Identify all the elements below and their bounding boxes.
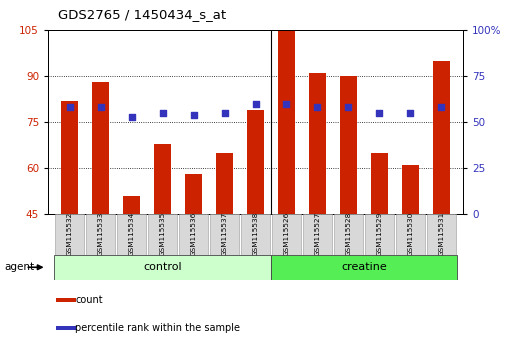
Text: GSM115538: GSM115538	[252, 212, 258, 256]
Text: percentile rank within the sample: percentile rank within the sample	[75, 322, 239, 333]
Bar	[401, 165, 418, 214]
Bar	[179, 214, 208, 255]
Bar	[246, 110, 264, 214]
Text: GSM115532: GSM115532	[67, 212, 73, 256]
Bar	[86, 214, 115, 255]
Bar	[432, 61, 449, 214]
Bar	[333, 214, 362, 255]
Bar	[364, 214, 393, 255]
Point	[436, 104, 444, 110]
Bar	[56, 298, 76, 302]
Text: GSM115536: GSM115536	[190, 212, 196, 256]
Bar	[302, 214, 331, 255]
Bar	[210, 214, 239, 255]
Text: GSM115528: GSM115528	[345, 212, 351, 256]
Text: GSM115526: GSM115526	[283, 212, 289, 256]
Point	[127, 114, 135, 119]
Point	[96, 104, 105, 110]
Text: count: count	[75, 295, 103, 305]
Text: GSM115534: GSM115534	[128, 212, 134, 256]
Text: GSM115537: GSM115537	[221, 212, 227, 256]
Bar	[148, 214, 177, 255]
Bar	[123, 196, 140, 214]
Bar	[339, 76, 356, 214]
Bar	[271, 214, 300, 255]
Point	[220, 110, 228, 116]
Point	[282, 101, 290, 107]
Bar	[61, 101, 78, 214]
Point	[66, 104, 74, 110]
Bar	[370, 153, 387, 214]
Bar	[117, 214, 146, 255]
Bar	[271, 255, 456, 280]
Bar	[309, 73, 325, 214]
Bar	[154, 144, 171, 214]
Bar	[185, 174, 201, 214]
Text: GSM115531: GSM115531	[437, 212, 443, 256]
Text: GDS2765 / 1450434_s_at: GDS2765 / 1450434_s_at	[58, 8, 226, 21]
Point	[251, 101, 259, 107]
Point	[158, 110, 166, 116]
Bar	[92, 82, 109, 214]
Text: GSM115530: GSM115530	[407, 212, 413, 256]
Text: control: control	[143, 262, 182, 272]
Text: agent: agent	[4, 262, 34, 272]
Bar	[56, 326, 76, 330]
Point	[406, 110, 414, 116]
Bar	[55, 214, 84, 255]
Bar	[277, 30, 294, 214]
Bar	[216, 153, 233, 214]
Text: GSM115527: GSM115527	[314, 212, 320, 256]
Bar	[395, 214, 424, 255]
Text: GSM115535: GSM115535	[159, 212, 165, 256]
Text: GSM115529: GSM115529	[376, 212, 382, 256]
Text: creatine: creatine	[340, 262, 386, 272]
Bar	[240, 214, 270, 255]
Text: GSM115533: GSM115533	[97, 212, 104, 256]
Bar	[426, 214, 455, 255]
Point	[375, 110, 383, 116]
Point	[189, 112, 197, 118]
Point	[313, 104, 321, 110]
Bar	[54, 255, 271, 280]
Point	[344, 104, 352, 110]
